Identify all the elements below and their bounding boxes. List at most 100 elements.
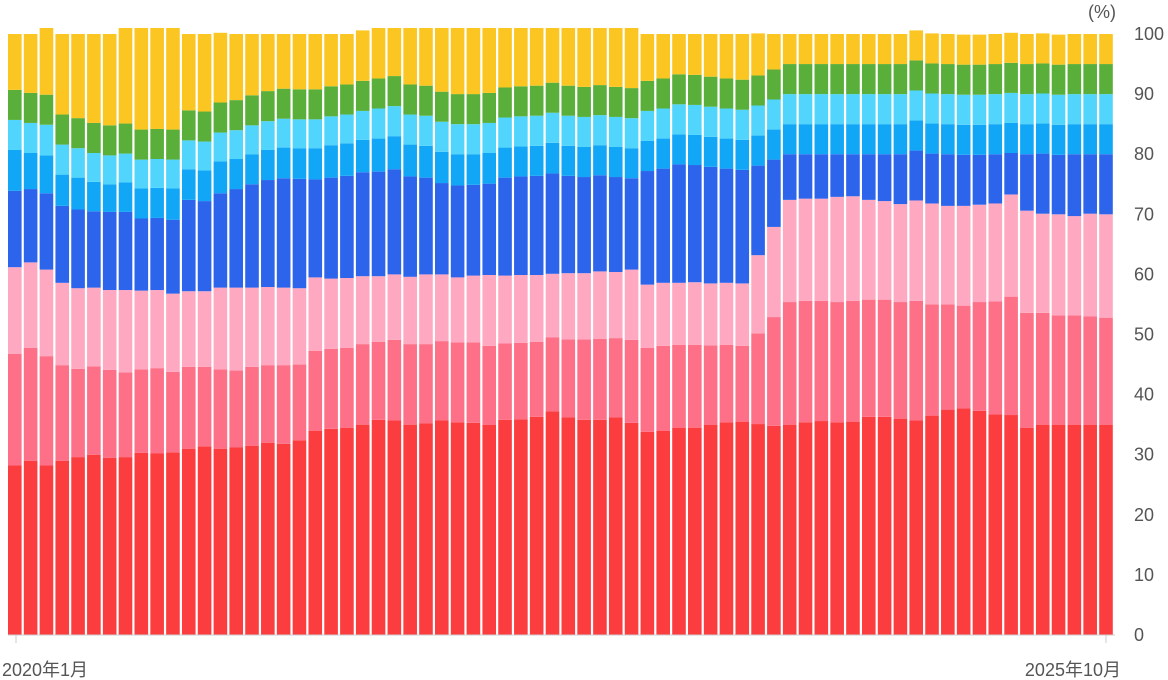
bar-segment (324, 145, 338, 178)
bar-segment (830, 34, 844, 65)
bar-segment (308, 430, 323, 635)
bar-segment (514, 419, 528, 635)
bar-segment (656, 168, 670, 283)
bar-segment (751, 333, 765, 425)
bar-segment (450, 27, 465, 95)
bar-segment (861, 94, 876, 125)
bar-segment (1004, 92, 1018, 123)
bar-segment (656, 282, 670, 346)
bar-segment (593, 27, 607, 86)
bar-segment (229, 34, 244, 101)
bar-segment (55, 34, 70, 115)
bar-segment (893, 154, 908, 205)
bar-segment (308, 350, 323, 431)
bar-segment (71, 34, 85, 119)
bar-segment (972, 154, 987, 205)
bar-segment (118, 153, 133, 183)
bar-segment (941, 94, 955, 125)
bar-segment (751, 105, 765, 136)
bar-segment (434, 341, 449, 421)
bar-segment (1020, 34, 1034, 65)
y-unit-label: (%) (1088, 2, 1116, 22)
bar-segment (624, 88, 639, 119)
bar-segment (150, 290, 164, 369)
bar-segment (514, 27, 528, 87)
bar-segment (640, 34, 655, 81)
bar-segment (925, 123, 939, 154)
bar-segment (387, 27, 402, 77)
bar-segment (1035, 213, 1050, 313)
bar-segment (1067, 34, 1082, 65)
bar-segment (292, 288, 307, 365)
bar-segment (197, 111, 212, 142)
bar-segment (23, 347, 38, 461)
bar-segment (593, 85, 607, 116)
bar-segment (245, 184, 259, 288)
bar-segment (814, 34, 829, 65)
bar-segment (387, 420, 402, 635)
bar-segment (261, 121, 275, 150)
bar-segment (988, 301, 1003, 415)
bar-segment (450, 277, 465, 343)
bar-segment (972, 302, 987, 411)
bar-segment (466, 154, 481, 185)
bar-segment (767, 159, 781, 227)
bar-segment (640, 431, 655, 635)
bar-segment (39, 155, 54, 194)
bar-segment (798, 300, 813, 423)
bar-segment (23, 153, 38, 190)
bar-segment (656, 345, 670, 431)
bar-segment (355, 344, 370, 425)
bar-segment (1067, 424, 1082, 635)
bar-segment (909, 90, 924, 121)
bar-segment (1067, 94, 1082, 125)
bar-segment (371, 108, 386, 139)
bar-segment (514, 146, 528, 177)
bar-segment (181, 199, 196, 292)
bar-segment (403, 276, 417, 345)
bar-segment (419, 27, 433, 86)
bar-segment (1099, 154, 1113, 215)
bar-segment (434, 91, 449, 122)
bar-segment (624, 27, 639, 89)
bar-segment (229, 447, 244, 635)
bar-segment (150, 453, 164, 635)
bar-segment (877, 94, 892, 125)
bar-segment (292, 148, 307, 179)
bar-segment (213, 369, 228, 449)
bar-segment (561, 27, 576, 86)
bar-segment (545, 273, 560, 338)
bar-segment (166, 188, 180, 220)
bar-segment (229, 130, 244, 160)
bar-segment (387, 339, 402, 421)
bar-segment (166, 293, 180, 372)
bar-segment (292, 34, 307, 90)
bar-segment (23, 92, 38, 123)
bar-segment (55, 282, 70, 366)
y-axis-ticks: 0 10 20 30 40 50 60 70 80 90 100 (1134, 24, 1164, 645)
y-tick-label: 80 (1134, 144, 1154, 164)
bar-segment (656, 430, 670, 635)
bar-segment (261, 442, 275, 635)
y-tick-label: 0 (1134, 625, 1144, 645)
x-label-last: 2025年10月 (1025, 660, 1121, 680)
bar-segment (261, 365, 275, 443)
bar-segment (846, 34, 860, 65)
bar-segment (308, 119, 323, 149)
bar-segment (1051, 124, 1066, 155)
bar-segment (434, 27, 449, 92)
bar-segment (672, 282, 686, 345)
bar-segment (371, 171, 386, 277)
bar-segment (1051, 94, 1066, 125)
bar-segment (941, 124, 955, 155)
bar-segment (593, 419, 607, 635)
bar-segment (577, 273, 591, 340)
bar-segment (767, 317, 781, 426)
bar-segment (608, 116, 623, 147)
bar-segment (324, 348, 338, 429)
bar-segment (956, 124, 971, 155)
bar-segment (308, 34, 323, 90)
bar-segment (1099, 124, 1113, 155)
bar-segment (197, 366, 212, 447)
bar-segment (941, 304, 955, 410)
